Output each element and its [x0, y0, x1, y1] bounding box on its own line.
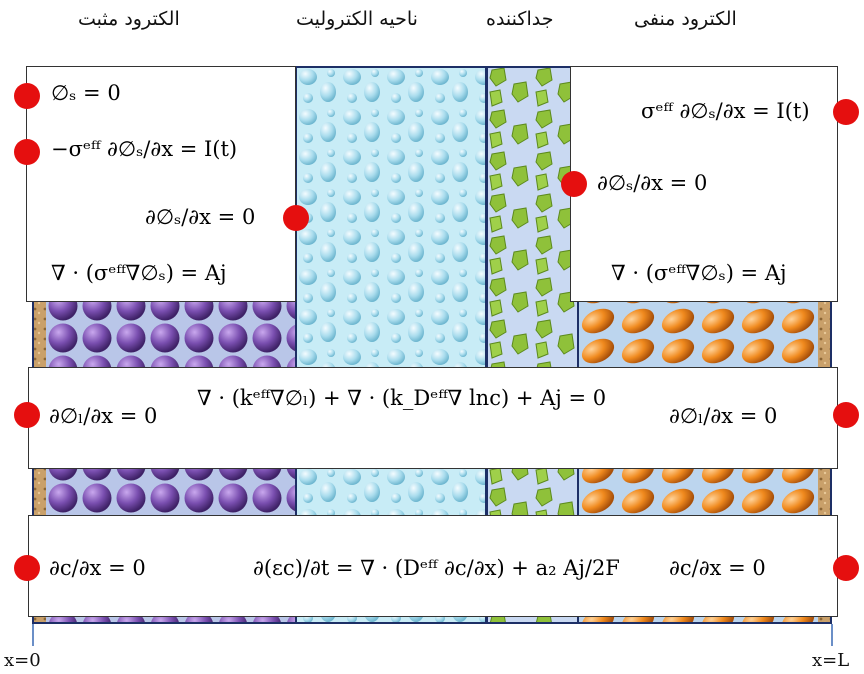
boundary-dot — [14, 555, 40, 581]
eq-zero-flux: ∂∅ₛ/∂x = 0 — [145, 205, 256, 229]
axis-label-right: x=L — [812, 650, 850, 671]
boundary-dot — [561, 171, 587, 197]
header-positive-electrode: الکترود مثبت — [78, 8, 180, 30]
solid-phase-box-negative: σᵉᶠᶠ ∂∅ₛ/∂x = I(t) ∂∅ₛ/∂x = 0 ∇ · (σᵉᶠᶠ∇… — [570, 66, 838, 302]
eq-current-bc: −σᵉᶠᶠ ∂∅ₛ/∂x = I(t) — [51, 137, 238, 161]
divider-separator-left — [485, 66, 488, 624]
eq-zero-flux-right: ∂∅ₛ/∂x = 0 — [597, 171, 708, 195]
boundary-dot — [14, 83, 40, 109]
eq-phi-l-left-bc: ∂∅ₗ/∂x = 0 — [49, 404, 158, 428]
header-negative-electrode: الکترود منفی — [634, 8, 737, 30]
electrolyte-potential-box: ∂∅ₗ/∂x = 0 ∇ · (kᵉᶠᶠ∇∅ₗ) + ∇ · (k_Dᵉᶠᶠ∇ … — [28, 367, 838, 469]
boundary-dot — [833, 99, 859, 125]
boundary-dot — [14, 139, 40, 165]
eq-phi-l-right-bc: ∂∅ₗ/∂x = 0 — [669, 404, 778, 428]
boundary-dot — [833, 555, 859, 581]
divider-electrolyte-left — [295, 66, 297, 624]
boundary-dot — [833, 402, 859, 428]
eq-c-right-bc: ∂c/∂x = 0 — [669, 556, 766, 580]
header-separator: جداکننده — [486, 8, 554, 30]
eq-charge-conservation-right: ∇ · (σᵉᶠᶠ∇∅ₛ) = Aj — [611, 261, 787, 285]
eq-c-left-bc: ∂c/∂x = 0 — [49, 556, 146, 580]
divider-separator-right — [577, 66, 579, 624]
axis-label-left: x=0 — [4, 650, 41, 671]
boundary-dot — [14, 402, 40, 428]
header-electrolyte-region: ناحیه الکترولیت — [296, 8, 418, 30]
eq-current-bc-right: σᵉᶠᶠ ∂∅ₛ/∂x = I(t) — [641, 99, 810, 123]
eq-phi-s-zero: ∅ₛ = 0 — [51, 81, 121, 105]
solid-phase-box-positive: ∅ₛ = 0 −σᵉᶠᶠ ∂∅ₛ/∂x = I(t) ∂∅ₛ/∂x = 0 ∇ … — [26, 66, 296, 302]
eq-charge-conservation: ∇ · (σᵉᶠᶠ∇∅ₛ) = Aj — [51, 261, 227, 285]
eq-electrolyte-potential: ∇ · (kᵉᶠᶠ∇∅ₗ) + ∇ · (k_Dᵉᶠᶠ∇ lnc) + Aj =… — [197, 386, 607, 410]
tick-right — [831, 624, 833, 646]
tick-left — [32, 624, 34, 646]
boundary-dot — [283, 205, 309, 231]
region-frame — [32, 66, 832, 624]
concentration-box: ∂c/∂x = 0 ∂(εc)/∂t = ∇ · (Dᵉᶠᶠ ∂c/∂x) + … — [28, 515, 838, 617]
eq-concentration: ∂(εc)/∂t = ∇ · (Dᵉᶠᶠ ∂c/∂x) + a₂ Aj/2F — [253, 556, 620, 580]
